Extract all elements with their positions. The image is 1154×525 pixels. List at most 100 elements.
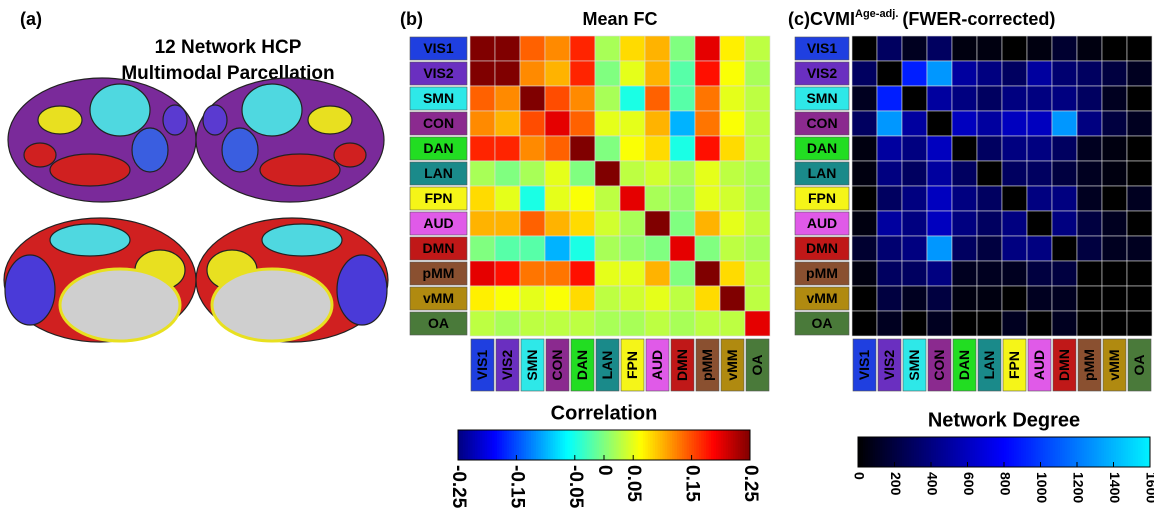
heatmap-cell <box>595 286 620 311</box>
heatmap-cell <box>1002 111 1027 136</box>
heatmap-cell <box>470 186 495 211</box>
heatmap-cell <box>927 136 952 161</box>
heatmap-cell <box>877 161 902 186</box>
heatmap-cell <box>877 311 902 336</box>
heatmap-cell <box>645 236 670 261</box>
heatmap-cell <box>927 111 952 136</box>
panel-label: (a) <box>20 9 42 29</box>
heatmap-cell <box>902 211 927 236</box>
heatmap-cell <box>1077 186 1102 211</box>
heatmap-cell <box>977 136 1002 161</box>
heatmap-cell <box>927 311 952 336</box>
row-label: DAN <box>807 140 837 156</box>
heatmap-cell <box>670 36 695 61</box>
heatmap-cell <box>952 186 977 211</box>
heatmap-cell <box>670 261 695 286</box>
heatmap-cell <box>745 211 770 236</box>
heatmap-cell <box>852 286 877 311</box>
heatmap-cell <box>852 61 877 86</box>
heatmap-cell <box>952 286 977 311</box>
heatmap-cell <box>1102 161 1127 186</box>
heatmap-cell <box>670 186 695 211</box>
heatmap-cell <box>1102 111 1127 136</box>
heatmap-cell <box>570 286 595 311</box>
heatmap-cell <box>902 111 927 136</box>
heatmap-cell <box>977 111 1002 136</box>
heatmap-cell <box>720 211 745 236</box>
heatmap-cell <box>1052 311 1077 336</box>
heatmap-cell <box>877 261 902 286</box>
heatmap-cell <box>877 236 902 261</box>
heatmap-cell <box>720 311 745 336</box>
panel-label: (c) <box>788 9 810 29</box>
heatmap-cell <box>1077 36 1102 61</box>
heatmap-cell <box>1077 236 1102 261</box>
heatmap-cell <box>877 136 902 161</box>
heatmap-cell <box>952 111 977 136</box>
heatmap-cell <box>520 86 545 111</box>
heatmap-cell <box>902 286 927 311</box>
heatmap-cell <box>595 111 620 136</box>
heatmap-cell <box>952 161 977 186</box>
heatmap-cell <box>952 136 977 161</box>
brain-medial-right <box>196 218 388 342</box>
heatmap-cell <box>545 261 570 286</box>
heatmap-cell <box>720 61 745 86</box>
heatmap-cell <box>720 186 745 211</box>
heatmap-cell <box>1127 261 1152 286</box>
heatmap-cell <box>670 61 695 86</box>
heatmap-cell <box>645 136 670 161</box>
heatmap-cell <box>1027 211 1052 236</box>
heatmap-cell <box>470 61 495 86</box>
row-label: FPN <box>808 190 836 206</box>
row-label: SMN <box>423 90 454 106</box>
heatmap-cell <box>902 161 927 186</box>
heatmap-cell <box>595 136 620 161</box>
heatmap-cell <box>745 111 770 136</box>
heatmap-cell <box>877 86 902 111</box>
colorbar-tick-label: -0.15 <box>506 465 527 509</box>
heatmap-cell <box>620 261 645 286</box>
heatmap-cell <box>670 311 695 336</box>
heatmap-cell <box>1077 261 1102 286</box>
heatmap-cell <box>1127 136 1152 161</box>
heatmap-cell <box>470 36 495 61</box>
heatmap-cell <box>495 311 520 336</box>
colorbar-tick-label: 0.15 <box>682 465 703 502</box>
heatmap-cell <box>695 161 720 186</box>
heatmap-cell <box>977 211 1002 236</box>
heatmap-cell <box>670 136 695 161</box>
colorbar-tick-label: 400 <box>924 472 940 496</box>
heatmap-cell <box>695 211 720 236</box>
heatmap-cell <box>545 236 570 261</box>
heatmap-cell <box>495 86 520 111</box>
heatmap-cell <box>1127 211 1152 236</box>
brain-lateral-left <box>8 78 196 202</box>
heatmap-cell <box>645 36 670 61</box>
heatmap-cell <box>720 136 745 161</box>
heatmap-cell <box>977 86 1002 111</box>
heatmap-cell <box>745 86 770 111</box>
heatmap-cell <box>620 136 645 161</box>
row-label: VIS2 <box>423 65 454 81</box>
heatmap-cell <box>470 311 495 336</box>
colorbar-tick-label: 200 <box>888 472 904 496</box>
heatmap-cell <box>595 211 620 236</box>
heatmap-cell <box>570 86 595 111</box>
col-label: OA <box>1131 355 1147 376</box>
heatmap-cell <box>570 161 595 186</box>
heatmap-cell <box>977 36 1002 61</box>
row-label: vMM <box>806 290 837 306</box>
heatmap-cell <box>1077 286 1102 311</box>
row-label: DAN <box>423 140 453 156</box>
heatmap-cell <box>570 236 595 261</box>
heatmap-cell <box>852 161 877 186</box>
heatmap-cell <box>952 36 977 61</box>
heatmap-cell <box>877 211 902 236</box>
colorbar-tick-label: 0 <box>851 472 867 480</box>
heatmap-cell <box>852 211 877 236</box>
heatmap-cell <box>902 186 927 211</box>
heatmap-cell <box>645 61 670 86</box>
heatmap-cell <box>570 311 595 336</box>
figure: (a) (b) (c) 12 Network HCP Multimodal Pa… <box>0 0 1154 520</box>
